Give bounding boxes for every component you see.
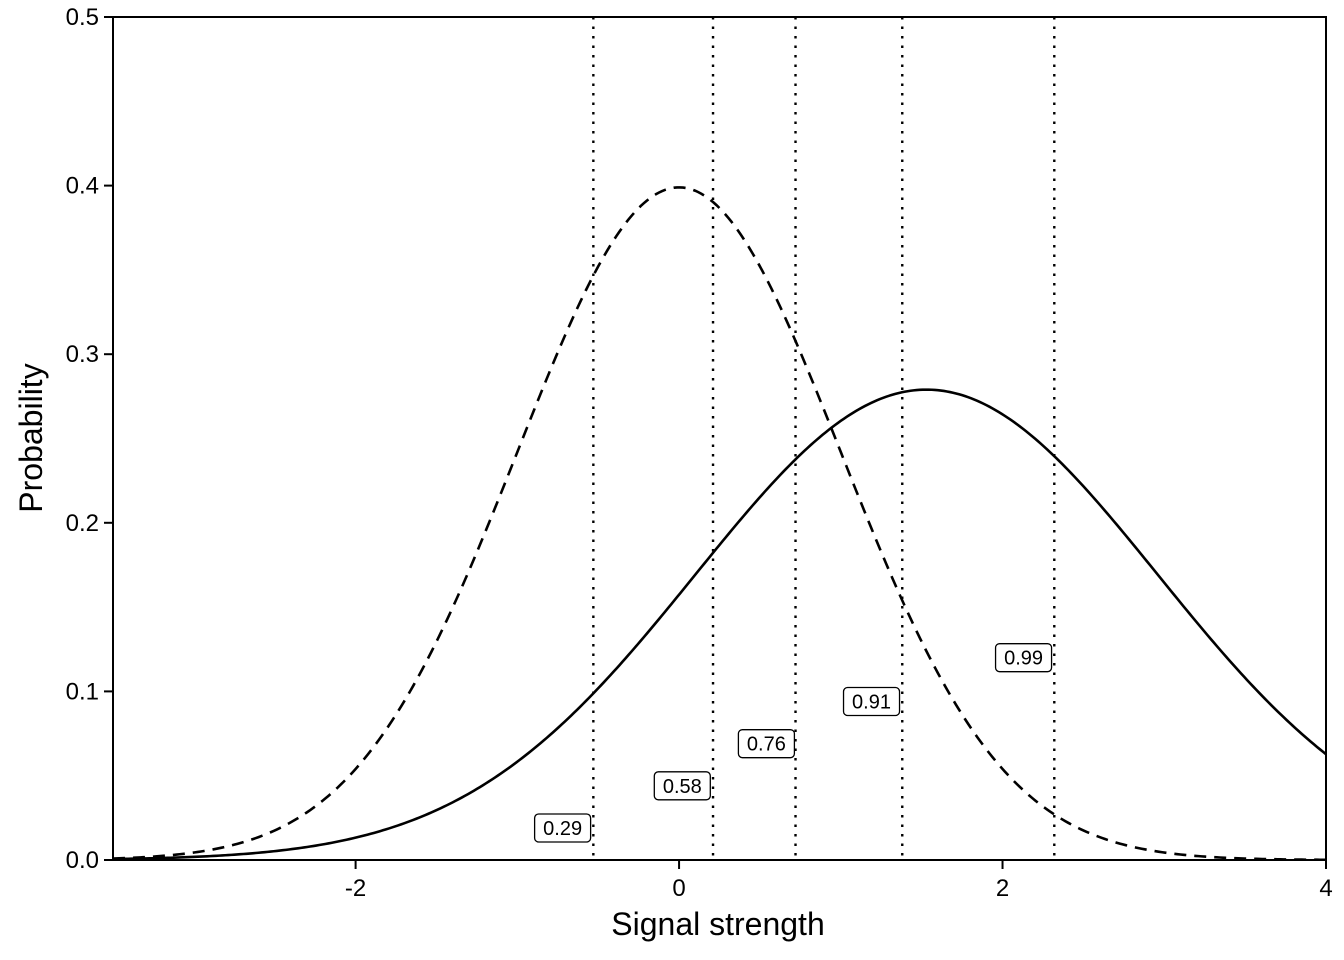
criterion-label-text: 0.29 — [543, 818, 582, 840]
signal-distribution-curve — [113, 388, 1326, 860]
y-tick-label: 0.1 — [66, 678, 99, 705]
x-tick-label: 0 — [672, 875, 685, 902]
y-tick-label: 0.0 — [66, 847, 99, 874]
criterion-label-box — [737, 729, 796, 759]
y-tick-label: 0.3 — [66, 341, 99, 368]
criterion-label-text: 0.99 — [1004, 648, 1043, 670]
x-tick-label: 4 — [1319, 875, 1332, 902]
plot-frame — [112, 16, 1327, 861]
noise-distribution-curve — [113, 186, 1326, 860]
x-axis-title: Signal strength — [611, 906, 824, 942]
y-axis-title: Probability — [13, 363, 49, 512]
criterion-label: 0.91 — [842, 686, 901, 717]
criterion-label-box — [533, 813, 592, 843]
criterion-label-text: 0.76 — [747, 734, 786, 756]
y-tick-label: 0.4 — [66, 173, 99, 200]
criterion-label-box — [653, 771, 711, 801]
criterion-label: 0.58 — [653, 771, 711, 801]
criterion-lines: 0.29 0.58 0.76 0.91 0.99 — [533, 17, 1056, 860]
criterion-label-box — [842, 686, 901, 717]
x-axis: -2 0 2 4 — [345, 860, 1333, 902]
x-tick-label: -2 — [345, 875, 366, 902]
criterion-label: 0.99 — [994, 643, 1053, 673]
criterion-label: 0.76 — [737, 729, 796, 759]
criterion-label: 0.29 — [533, 813, 592, 843]
y-axis: 0.0 0.1 0.2 0.3 0.4 0.5 — [66, 4, 113, 874]
y-tick-label: 0.5 — [66, 4, 99, 31]
criterion-label-box — [994, 643, 1053, 673]
x-tick-label: 2 — [996, 875, 1009, 902]
y-tick-label: 0.2 — [66, 510, 99, 537]
density-curves — [113, 186, 1326, 860]
criterion-label-text: 0.58 — [663, 776, 702, 798]
criterion-label-text: 0.91 — [852, 692, 891, 714]
